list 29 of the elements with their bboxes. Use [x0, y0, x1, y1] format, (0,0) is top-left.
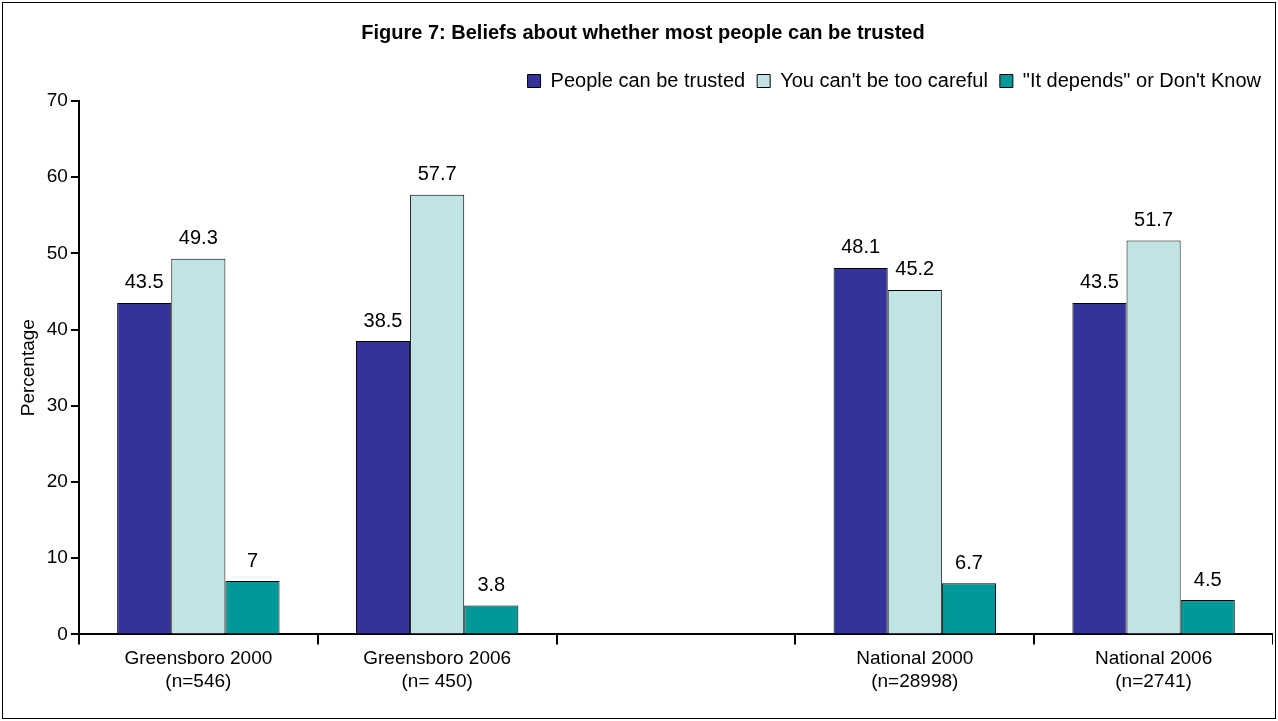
x-tick-label: National 2000 (n=28998)	[856, 647, 974, 691]
data-label: 57.7	[417, 162, 457, 185]
y-tick-label: 50	[46, 241, 68, 263]
y-tick-label: 20	[46, 470, 68, 492]
y-tick-label: 30	[46, 394, 68, 416]
data-label: 4.5	[1193, 567, 1222, 590]
chart-title: Figure 7: Beliefs about whether most people can be trusted	[361, 20, 925, 43]
data-label: 38.5	[363, 308, 403, 331]
y-axis-title: Percentage	[16, 319, 38, 417]
x-tick-label: National 2006 (n=2741)	[1094, 647, 1213, 691]
y-tick-label: 0	[57, 622, 68, 644]
data-label: 49.3	[178, 226, 218, 249]
y-tick-label: 70	[46, 89, 68, 111]
x-tick-label: Greensboro 2000 (n=546)	[124, 647, 273, 691]
legend-label: You can't be too careful	[780, 68, 988, 91]
legend-label: People can be trusted	[550, 68, 746, 91]
data-label: 6.7	[955, 550, 983, 573]
data-label: 51.7	[1134, 207, 1174, 230]
data-label: 7	[246, 548, 259, 571]
y-tick-label: 40	[46, 317, 68, 339]
legend-label: "It depends" or Don't Know	[1022, 68, 1262, 91]
data-label: 45.2	[895, 257, 935, 280]
data-label: 48.1	[841, 235, 881, 258]
x-tick-label: Greensboro 2006 (n= 450)	[363, 647, 512, 691]
y-tick-label: 10	[46, 546, 68, 568]
data-label: 43.5	[1079, 270, 1119, 293]
data-label: 3.8	[477, 572, 506, 595]
data-label: 43.5	[124, 270, 164, 293]
y-tick-label: 60	[46, 165, 68, 187]
